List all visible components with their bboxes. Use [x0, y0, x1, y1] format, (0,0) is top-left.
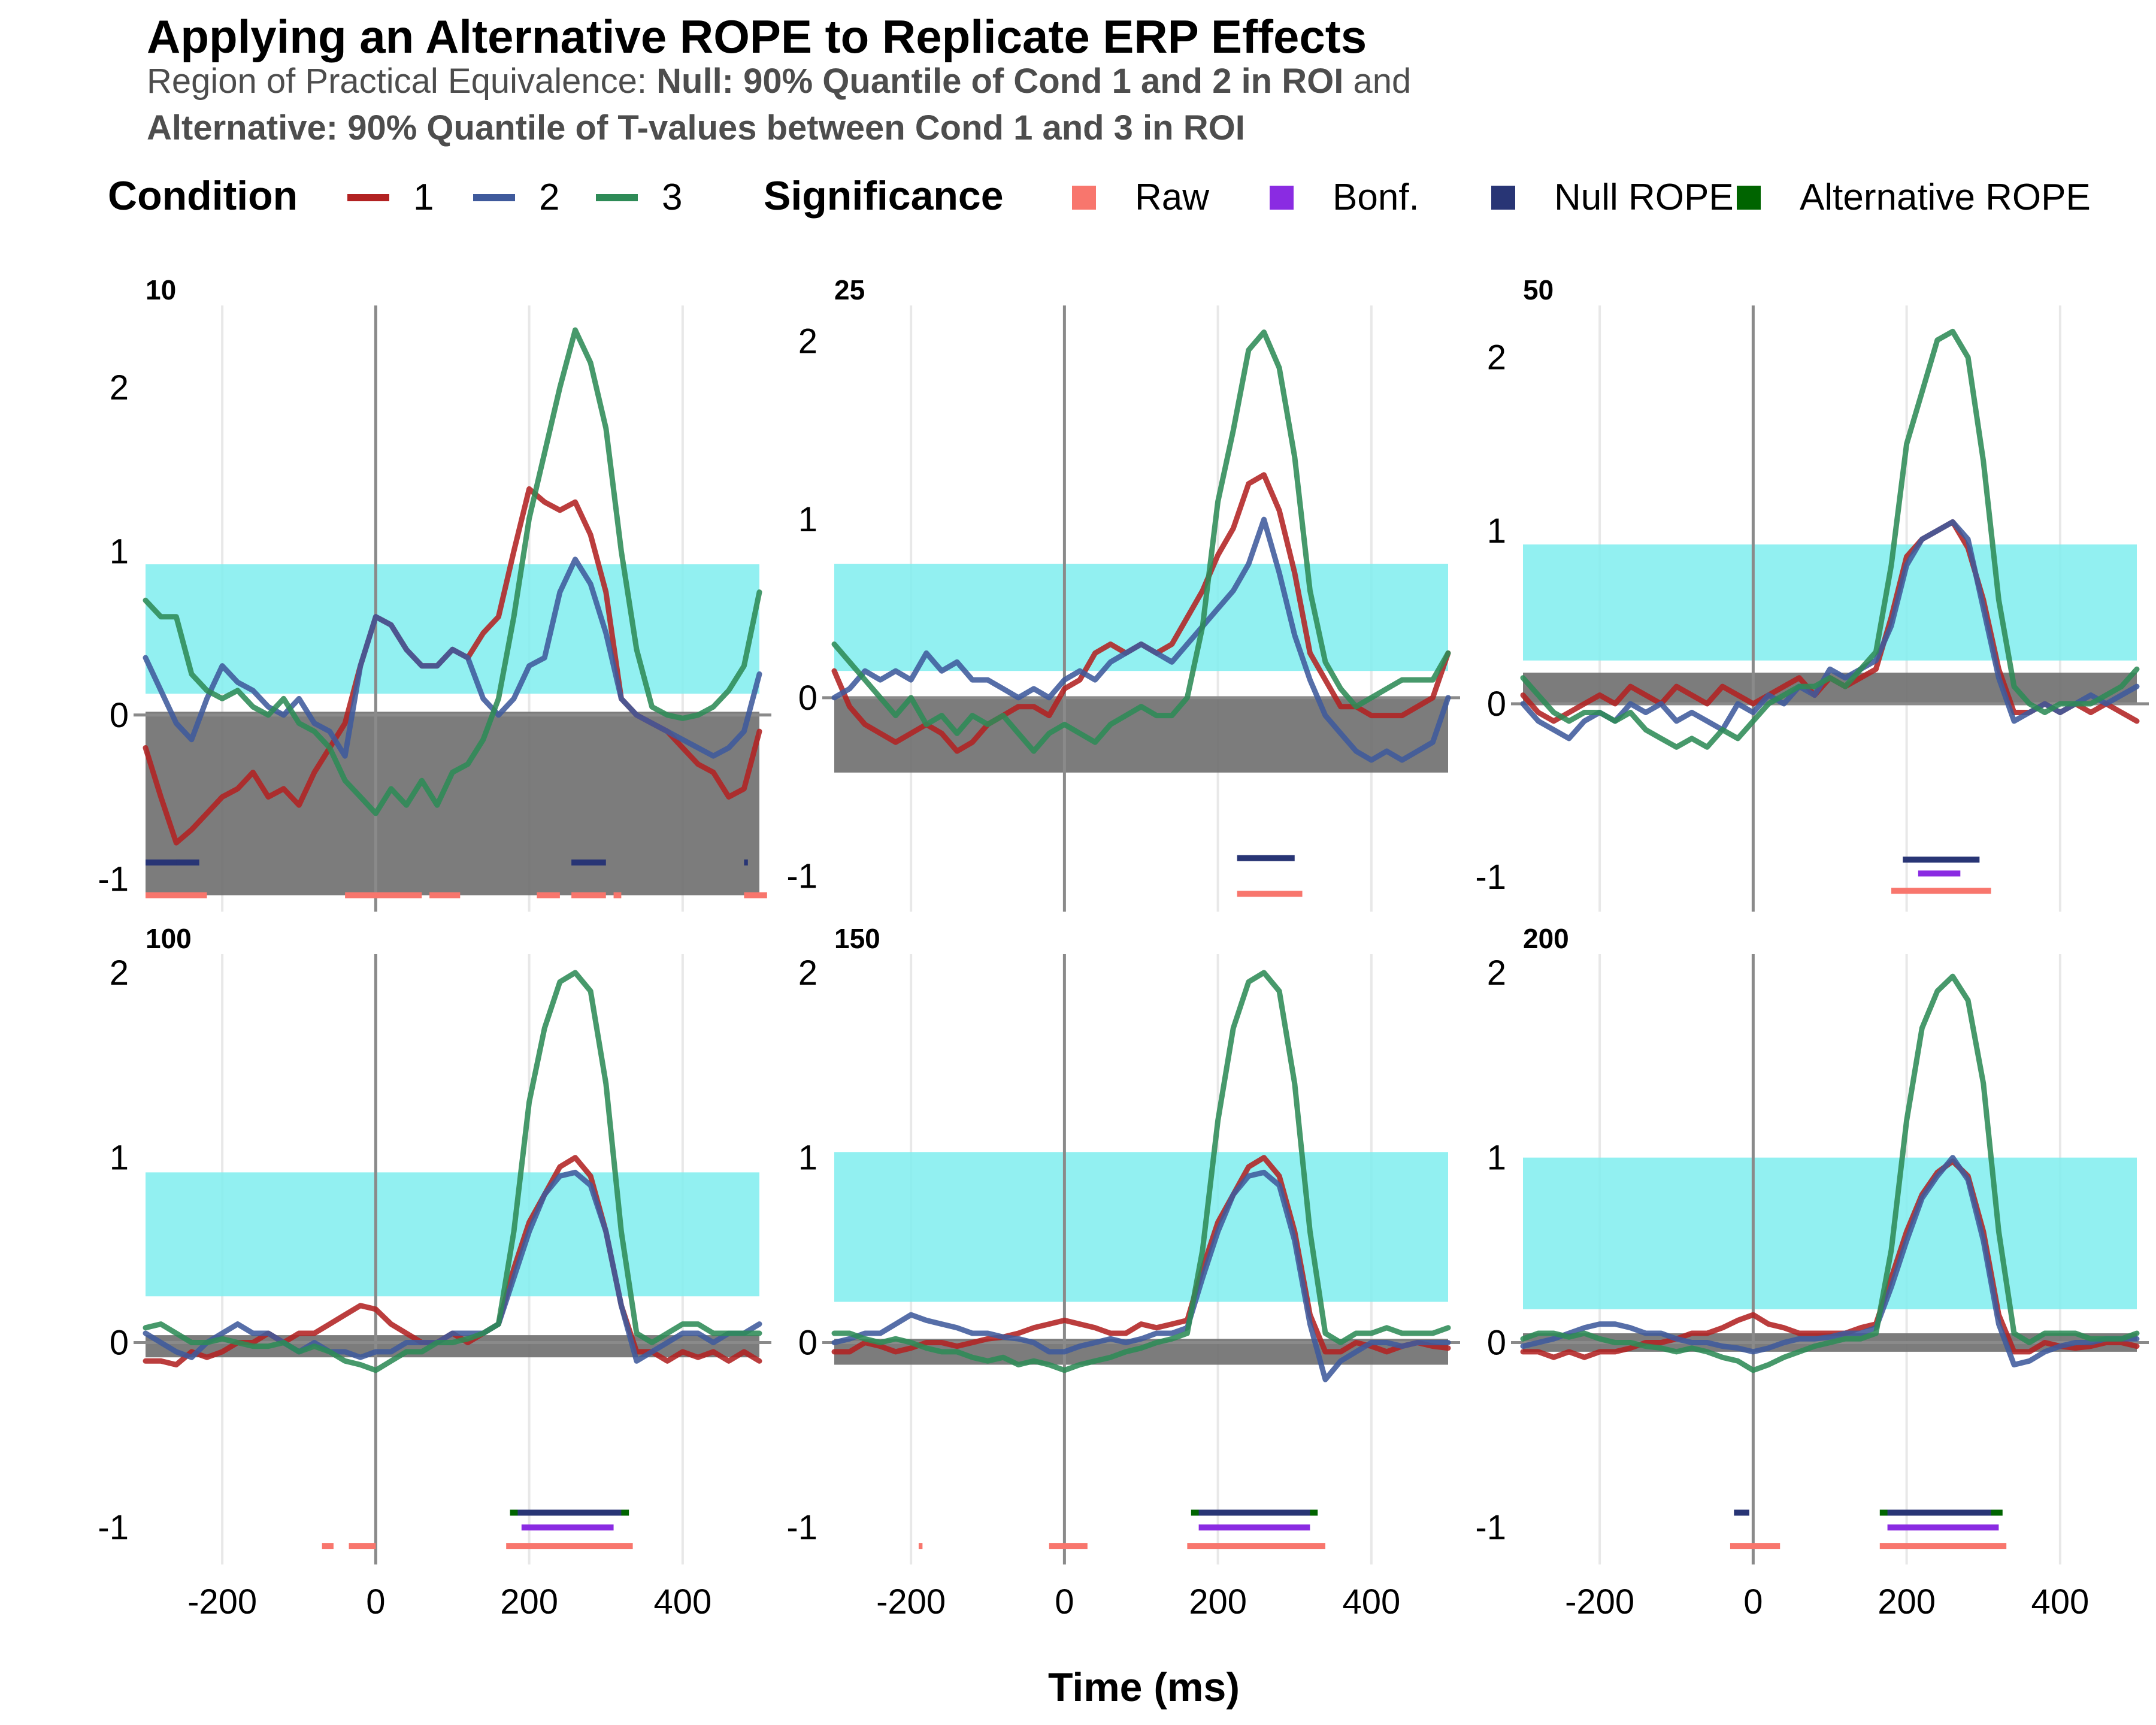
figure-title: Applying an Alternative ROPE to Replicat…	[147, 10, 1367, 63]
null-rope-band	[146, 1335, 759, 1358]
subtitle-run: Region of Practical Equivalence:	[147, 62, 656, 101]
subtitle-run: Alternative: 90% Quantile of T-values be…	[147, 108, 1245, 147]
x-tick-label: 0	[1743, 1582, 1763, 1621]
legend-significance-label: Alternative ROPE	[1800, 177, 2091, 218]
series-line-condition-3	[831, 329, 1451, 754]
alternative-rope-band	[146, 1172, 759, 1297]
alternative-rope-band	[146, 564, 759, 694]
y-tick-label: 0	[1487, 1323, 1506, 1362]
y-tick-label: 1	[798, 1139, 817, 1178]
legend-significance-label: Null ROPE	[1554, 177, 1734, 218]
legend: Condition 1 2 3 Significance Raw Bonf. Null ROP…	[108, 173, 2091, 219]
series-line-condition-3	[831, 970, 1451, 1373]
series-line-condition-2	[831, 516, 1451, 763]
y-tick-label: 1	[110, 1139, 129, 1178]
subtitle-run: and	[1343, 62, 1411, 101]
y-tick-label: -1	[786, 1508, 817, 1547]
alternative-rope-band	[1523, 1157, 2137, 1309]
panel-100: -1 0 1 2 -200 0 200 400 100	[98, 923, 771, 1621]
y-tick-label: -1	[1475, 1508, 1506, 1547]
panel-50: -1 0 1 2 50	[1475, 274, 2149, 912]
y-tick-label: 0	[110, 1323, 129, 1362]
y-tick-label: 2	[110, 954, 129, 992]
series-line-condition-2	[1520, 1155, 2140, 1367]
legend-condition-label: 3	[662, 177, 682, 218]
null-rope-band	[146, 712, 759, 895]
series-line-condition-2	[143, 1169, 762, 1364]
series-line-condition-1	[831, 1155, 1451, 1355]
y-tick-label: 2	[798, 322, 817, 361]
y-tick-label: 0	[110, 696, 129, 735]
y-tick-label: -1	[786, 857, 817, 895]
legend-significance-title: Significance	[764, 173, 1004, 219]
x-tick-label: -200	[1565, 1582, 1634, 1621]
series-line-condition-3	[1520, 973, 2140, 1373]
series-line-condition-3	[143, 327, 762, 816]
panel-label: 25	[834, 274, 865, 305]
legend-significance-label: Raw	[1135, 177, 1209, 218]
subtitle-run: Null: 90% Quantile of Cond 1 and 2 in RO…	[656, 62, 1343, 101]
panel-10: -1 0 1 2 10	[98, 274, 771, 912]
x-tick-label: 200	[500, 1582, 558, 1621]
y-tick-label: -1	[98, 860, 129, 898]
x-tick-label: 200	[1878, 1582, 1936, 1621]
y-tick-label: 1	[1487, 512, 1506, 550]
series-line-condition-2	[143, 556, 762, 759]
alternative-rope-band	[834, 564, 1448, 671]
y-tick-label: 2	[1487, 954, 1506, 992]
panel-label: 200	[1523, 923, 1569, 954]
y-tick-label: 2	[110, 368, 129, 407]
figure-subtitle-line-1: Region of Practical Equivalence: Null: 9…	[147, 62, 1411, 101]
panel-label: 150	[834, 923, 880, 954]
x-axis-label: Time (ms)	[1048, 1665, 1240, 1710]
panel-25: -1 0 1 2 25	[786, 274, 1460, 912]
y-tick-label: 1	[1487, 1139, 1506, 1178]
null-rope-band	[834, 697, 1448, 773]
y-tick-label: 0	[798, 1323, 817, 1362]
y-tick-label: 0	[1487, 685, 1506, 724]
legend-significance-swatch	[1072, 186, 1096, 210]
series-line-condition-1	[1520, 1158, 2140, 1360]
legend-condition-label: 1	[413, 177, 434, 218]
y-tick-label: -1	[1475, 858, 1506, 897]
figure-subtitle-line-2: Alternative: 90% Quantile of T-values be…	[147, 108, 1245, 147]
panel-150: -1 0 1 2 -200 0 200 400 150	[786, 923, 1460, 1621]
series-line-condition-2	[831, 1169, 1451, 1382]
panel-label: 50	[1523, 274, 1554, 305]
legend-condition-label: 2	[539, 177, 559, 218]
legend-significance-swatch	[1737, 186, 1761, 210]
y-tick-label: -1	[98, 1508, 129, 1547]
x-tick-label: 400	[1342, 1582, 1400, 1621]
y-tick-label: 1	[110, 532, 129, 571]
y-tick-label: 2	[798, 954, 817, 992]
legend-significance-swatch	[1491, 186, 1515, 210]
panel-200: -1 0 1 2 -200 0 200 400 200	[1475, 923, 2149, 1621]
x-tick-label: -200	[876, 1582, 946, 1621]
panel-label: 100	[146, 923, 192, 954]
panel-label: 10	[146, 274, 176, 305]
legend-significance-label: Bonf.	[1333, 177, 1419, 218]
x-tick-label: 400	[653, 1582, 711, 1621]
y-tick-label: 0	[798, 679, 817, 718]
legend-condition-title: Condition	[108, 173, 298, 219]
alternative-rope-band	[834, 1152, 1448, 1302]
alternative-rope-band	[1523, 544, 2137, 661]
x-tick-label: 200	[1189, 1582, 1247, 1621]
x-tick-label: 0	[1055, 1582, 1074, 1621]
y-tick-label: 2	[1487, 338, 1506, 377]
y-tick-label: 1	[798, 500, 817, 539]
x-tick-label: -200	[187, 1582, 257, 1621]
series-line-condition-3	[143, 970, 762, 1373]
legend-significance-swatch	[1270, 186, 1294, 210]
series-line-condition-3	[1520, 328, 2140, 750]
x-tick-label: 0	[366, 1582, 385, 1621]
x-tick-label: 400	[2031, 1582, 2089, 1621]
